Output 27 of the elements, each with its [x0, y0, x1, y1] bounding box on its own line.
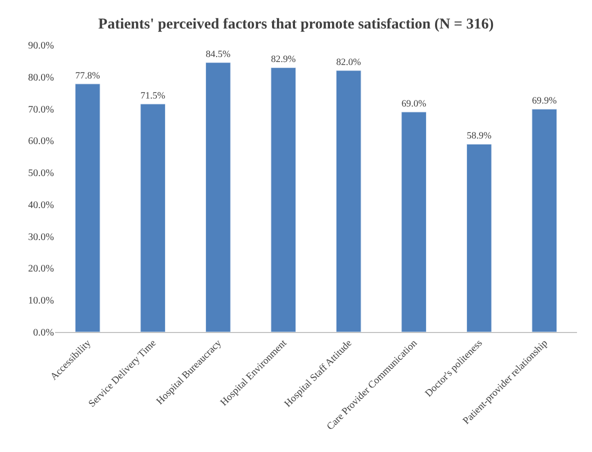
y-tick-label: 20.0%: [28, 264, 54, 275]
y-tick-label: 40.0%: [28, 200, 54, 211]
y-tick-label: 80.0%: [28, 72, 54, 84]
data-label: 69.0%: [402, 98, 426, 110]
data-label: 82.9%: [271, 54, 296, 66]
data-label: 77.8%: [75, 70, 100, 82]
chart-title: Patients' perceived factors that promote satisfaction (N = 316): [98, 16, 494, 33]
y-tick-label: 50.0%: [28, 168, 54, 180]
y-tick-label: 10.0%: [28, 296, 54, 307]
data-label: 69.9%: [532, 95, 557, 106]
bar: [140, 104, 166, 332]
data-label: 82.0%: [336, 56, 362, 68]
y-tick-label: 90.0%: [28, 40, 54, 52]
data-label: 71.5%: [140, 90, 166, 102]
data-label: 58.9%: [466, 130, 492, 142]
bar: [270, 67, 296, 332]
y-tick-label: 30.0%: [28, 232, 54, 243]
bar: [466, 144, 492, 332]
bar: [401, 112, 427, 332]
bar: [336, 70, 362, 332]
y-tick-label: 60.0%: [28, 136, 54, 148]
data-label: 84.5%: [206, 48, 231, 60]
y-tick-label: 0.0%: [33, 328, 54, 338]
bar: [532, 108, 558, 332]
y-tick-label: 70.0%: [28, 104, 54, 116]
bar: [205, 62, 231, 332]
bar: [74, 84, 100, 332]
